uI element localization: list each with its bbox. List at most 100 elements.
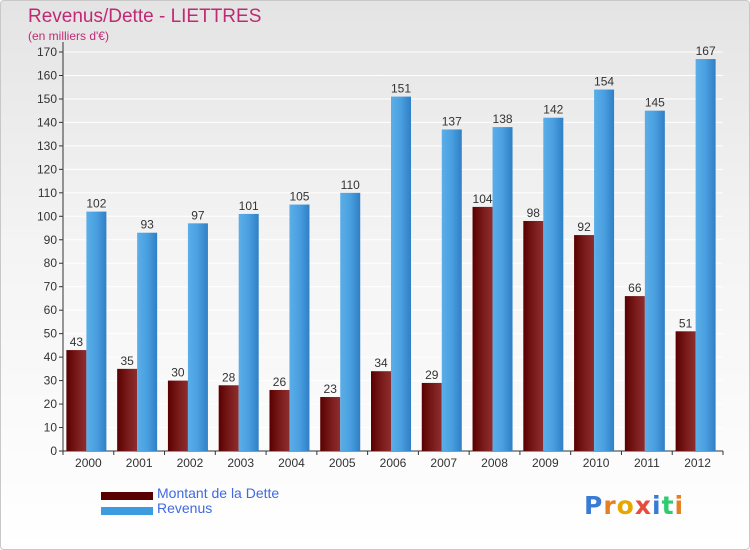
data-label-dette: 23: [324, 382, 338, 396]
labels: 0 10 20 30 40 50 60 70 80 90 100 110 120 130 140 150 160…: [37, 44, 716, 470]
data-label-dette: 92: [577, 220, 591, 234]
logo-letter: i: [652, 491, 662, 520]
y-tick-label: 110: [38, 186, 57, 200]
data-label-revenus: 145: [645, 96, 665, 110]
x-tick-label: 2000: [75, 456, 102, 470]
data-label-revenus: 167: [696, 44, 716, 58]
data-label-dette: 29: [425, 368, 439, 382]
y-tick-label: 150: [37, 92, 57, 106]
legend-label-revenus: Revenus: [157, 500, 213, 516]
legend-swatch-dette: [101, 492, 153, 500]
bar-revenus: [289, 204, 310, 451]
data-label-revenus: 101: [239, 199, 259, 213]
bar-dette: [472, 206, 493, 451]
bar-revenus: [695, 59, 716, 452]
bar-dette: [523, 220, 544, 451]
data-label-dette: 98: [527, 206, 541, 220]
legend-swatch-revenus: [101, 507, 153, 515]
data-label-dette: 28: [222, 370, 236, 384]
data-label-revenus: 105: [289, 190, 309, 204]
x-tick-label: 2002: [177, 456, 204, 470]
bar-revenus: [644, 110, 665, 452]
bar-revenus: [543, 117, 564, 451]
logo-letter: t: [661, 491, 675, 520]
chart-subtitle: (en milliers d'€): [28, 29, 109, 43]
y-tick-label: 50: [44, 327, 58, 341]
chart-title: Revenus/Dette - LIETTRES: [28, 6, 262, 27]
y-tick-label: 90: [44, 233, 58, 247]
data-label-dette: 35: [120, 354, 134, 368]
data-label-dette: 43: [70, 335, 84, 349]
data-label-dette: 104: [473, 192, 493, 206]
bar-revenus: [492, 127, 513, 451]
bar-revenus: [86, 211, 107, 451]
data-label-revenus: 102: [86, 197, 106, 211]
bar-revenus: [391, 96, 411, 451]
y-tick-label: 60: [44, 303, 58, 317]
data-label-revenus: 154: [594, 75, 614, 89]
x-tick-label: 2005: [329, 456, 356, 470]
legend-label-dette: Montant de la Dette: [157, 485, 280, 501]
data-label-dette: 51: [679, 316, 693, 330]
y-tick-label: 100: [37, 209, 57, 223]
y-tick-label: 120: [37, 162, 57, 176]
data-label-revenus: 110: [341, 178, 360, 192]
bar-revenus: [594, 89, 615, 451]
x-tick-label: 2003: [227, 456, 254, 470]
bar-revenus: [187, 223, 208, 451]
bar-dette: [167, 380, 188, 451]
x-tick-label: 2012: [684, 456, 711, 470]
proxiti-logo: Proxiti: [584, 491, 684, 520]
y-tick-label: 70: [44, 280, 58, 294]
bar-revenus: [441, 129, 462, 451]
data-label-revenus: 151: [391, 82, 411, 96]
bar-revenus: [340, 192, 361, 451]
x-tick-label: 2001: [126, 456, 153, 470]
data-label-revenus: 138: [493, 112, 513, 126]
x-tick-label: 2011: [634, 456, 660, 470]
logo-letter: i: [674, 491, 685, 520]
bar-dette: [574, 235, 595, 451]
logo-letter: x: [634, 491, 652, 520]
bar-revenus: [137, 232, 158, 451]
y-tick-label: 10: [44, 421, 58, 435]
y-tick-label: 20: [44, 397, 58, 411]
x-tick-label: 2007: [430, 456, 457, 470]
data-label-dette: 66: [628, 281, 642, 295]
x-tick-label: 2004: [278, 456, 305, 470]
data-label-revenus: 142: [543, 103, 563, 117]
data-label-dette: 34: [374, 356, 388, 370]
data-label-dette: 26: [273, 375, 287, 389]
y-tick-label: 0: [50, 444, 57, 458]
bars: [66, 59, 716, 452]
bar-revenus: [238, 213, 259, 451]
bar-dette: [675, 331, 696, 451]
bar-dette: [117, 368, 138, 451]
data-label-dette: 30: [171, 366, 185, 380]
data-label-revenus: 137: [442, 114, 462, 128]
bar-dette: [269, 389, 290, 451]
data-label-revenus: 93: [140, 218, 154, 232]
y-tick-label: 80: [44, 256, 58, 270]
y-tick-label: 160: [37, 68, 57, 82]
x-tick-label: 2006: [380, 456, 407, 470]
x-tick-label: 2009: [532, 456, 559, 470]
logo-letter: r: [603, 491, 617, 520]
bar-dette: [66, 350, 87, 451]
y-tick-label: 130: [37, 139, 57, 153]
x-tick-label: 2010: [583, 456, 610, 470]
y-tick-label: 170: [37, 45, 57, 59]
logo-letter: o: [616, 491, 635, 520]
y-tick-label: 140: [37, 115, 57, 129]
bar-dette: [218, 385, 239, 451]
data-label-revenus: 97: [191, 208, 205, 222]
bar-dette: [624, 296, 645, 451]
y-tick-label: 30: [44, 374, 58, 388]
bar-dette: [320, 397, 341, 451]
logo-letter: P: [584, 491, 604, 520]
y-tick-label: 40: [44, 350, 58, 364]
bar-dette: [371, 371, 391, 451]
x-tick-label: 2008: [481, 456, 508, 470]
